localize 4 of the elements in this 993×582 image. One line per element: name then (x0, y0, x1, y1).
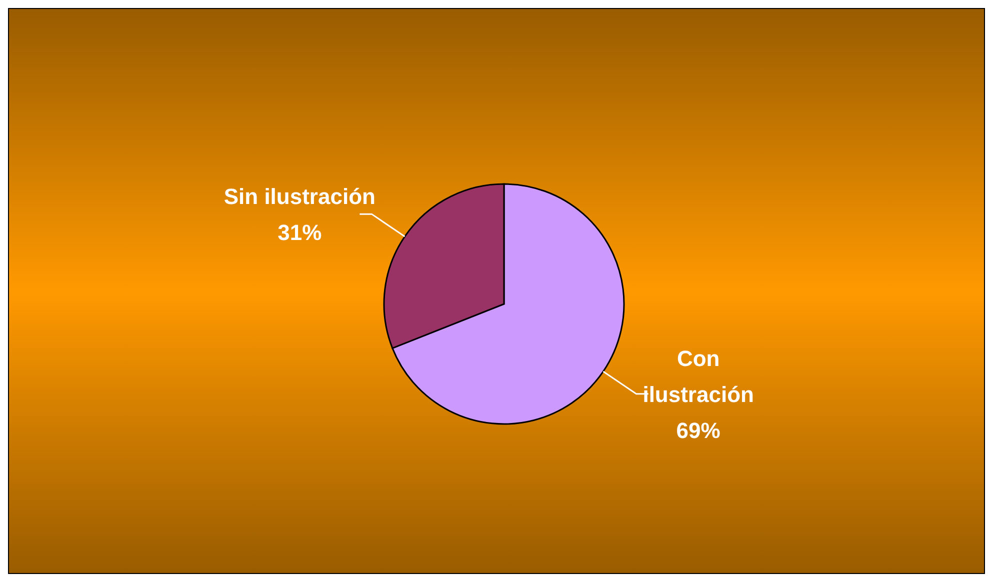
slice-label: Sin ilustración (224, 184, 376, 210)
slice-label: Con ilustración (642, 346, 754, 407)
data-label: 31% (278, 220, 322, 246)
data-label: 69% (676, 418, 720, 443)
